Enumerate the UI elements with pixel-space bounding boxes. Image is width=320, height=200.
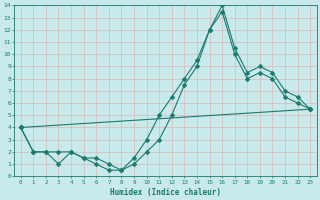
X-axis label: Humidex (Indice chaleur): Humidex (Indice chaleur): [110, 188, 221, 197]
